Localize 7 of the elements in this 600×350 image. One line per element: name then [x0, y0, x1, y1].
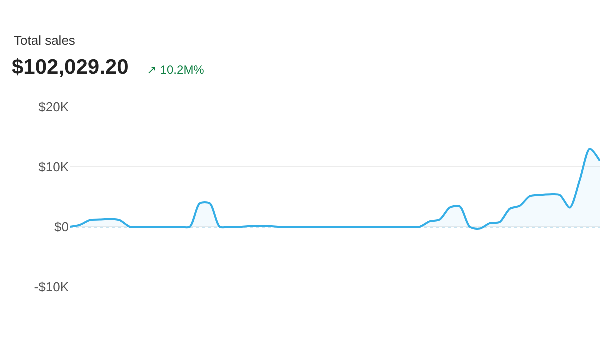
- chart-subtitle: $102,029.20: [12, 56, 129, 79]
- y-tick-label: -$10K: [34, 280, 70, 295]
- text: ↗ 10.2M%: [147, 63, 205, 77]
- y-tick-label: $20K: [38, 100, 70, 115]
- y-tick-label: $10K: [38, 160, 70, 175]
- chart-title: Total sales: [14, 33, 76, 48]
- y-tick-label: $0: [54, 220, 69, 235]
